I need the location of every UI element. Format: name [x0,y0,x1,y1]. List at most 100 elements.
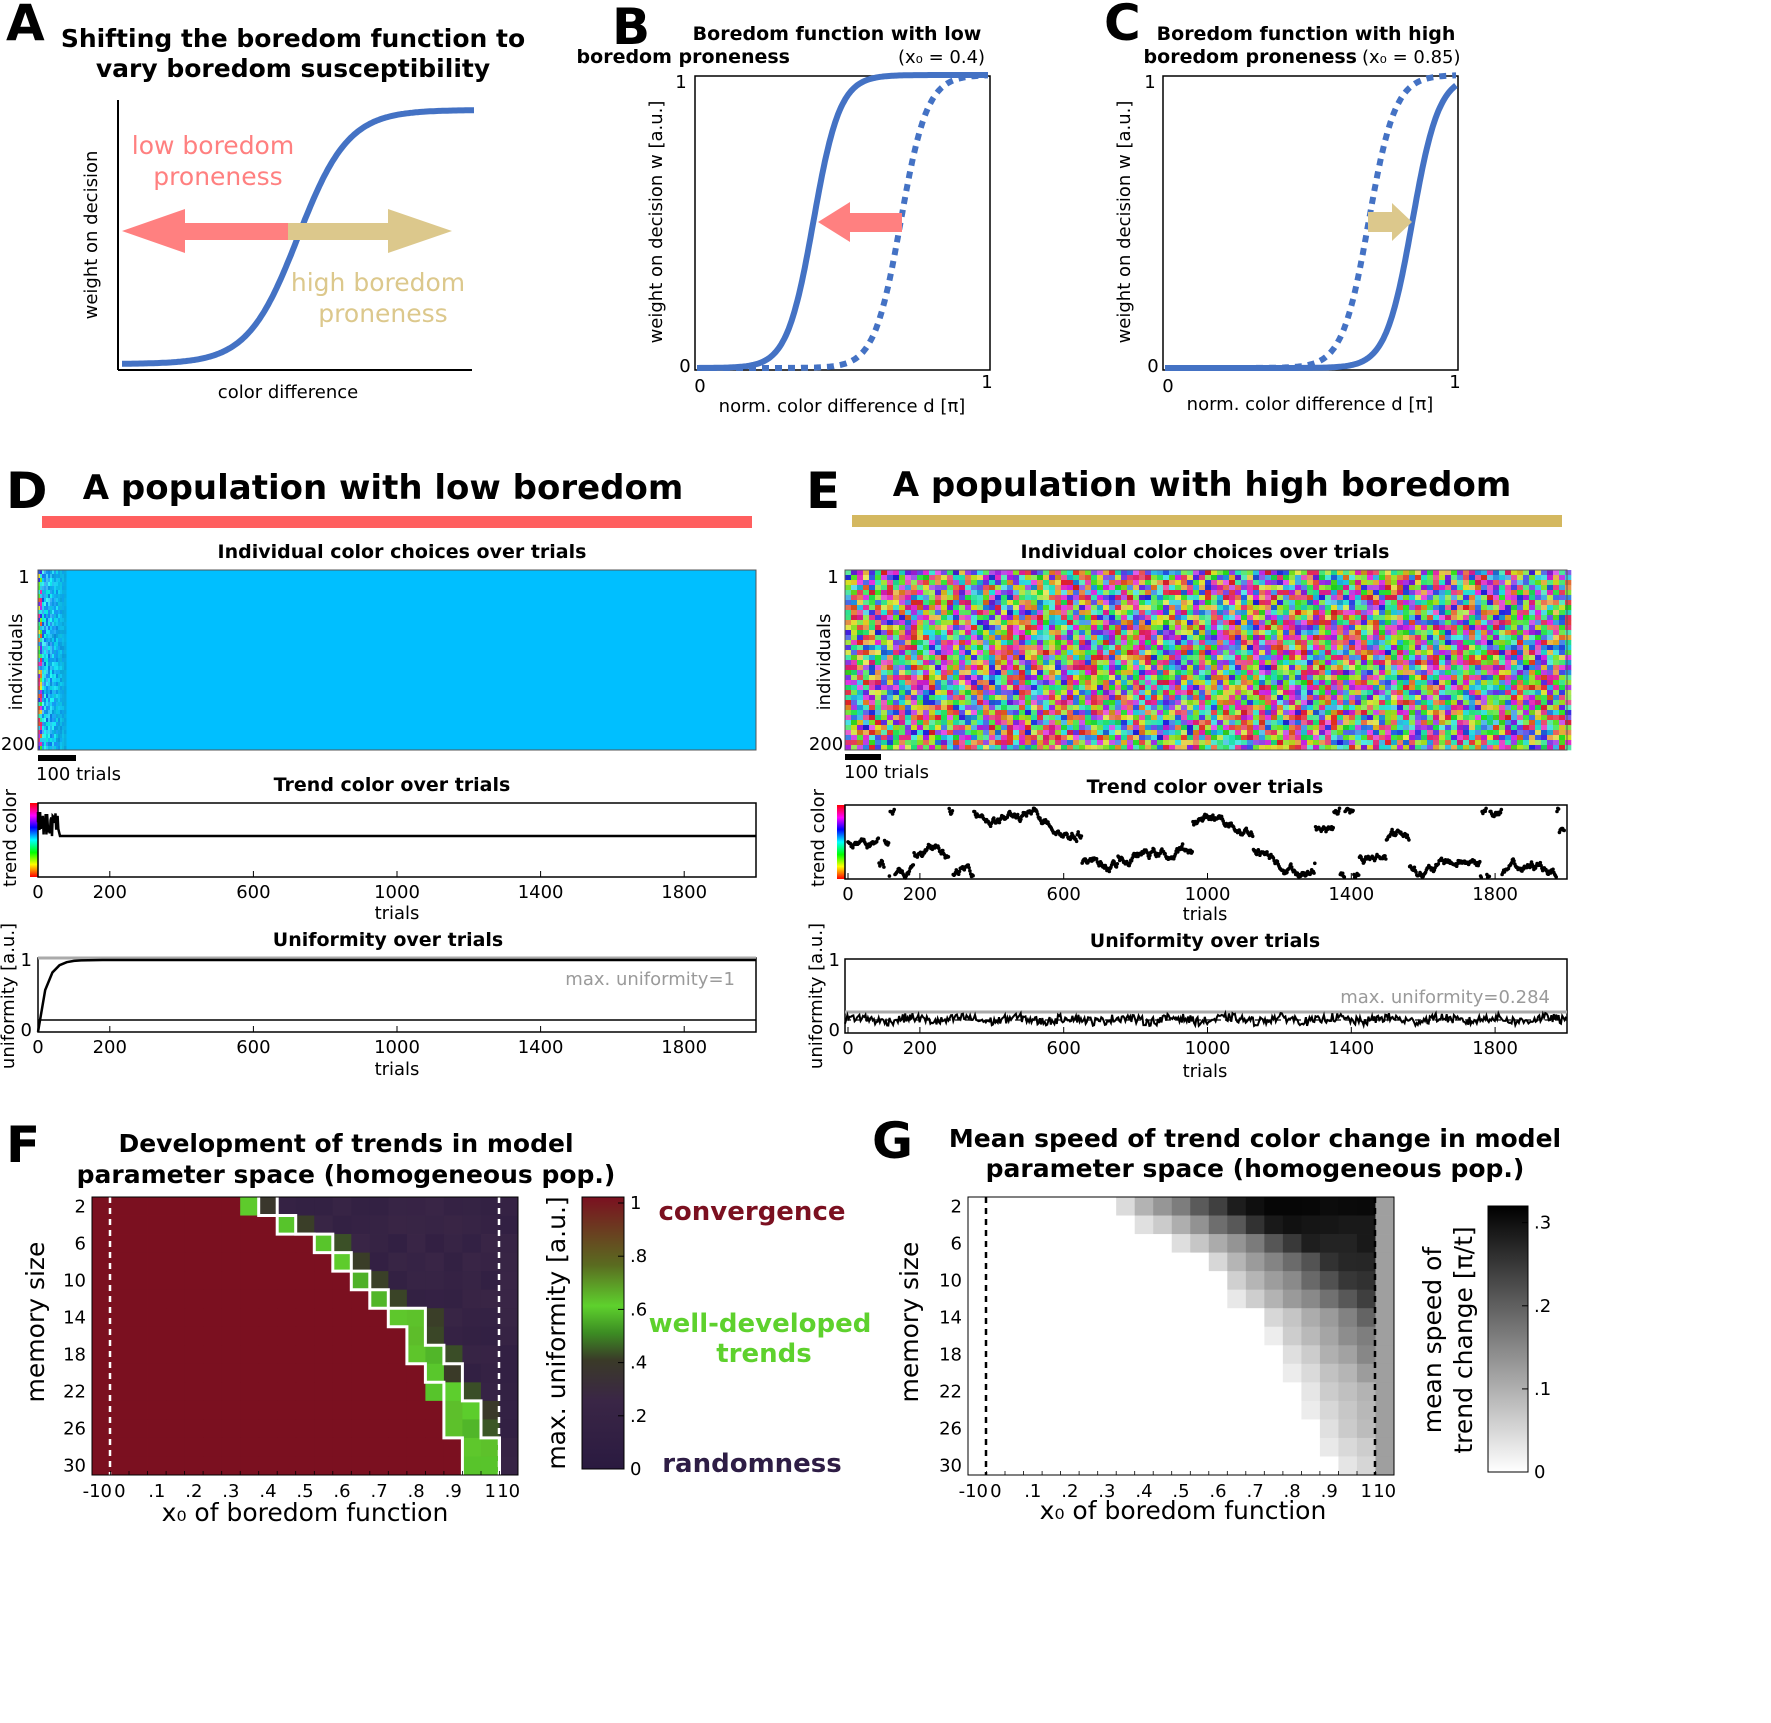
raster-e-cell [1433,580,1440,586]
raster-e-cell [1271,605,1278,611]
raster-e-cell [1157,695,1164,701]
raster-e-cell [1205,645,1212,651]
raster-d-cell [42,626,45,631]
raster-e-cell [1133,700,1140,706]
raster-e-cell [1367,620,1374,626]
raster-e-cell [1067,670,1074,676]
raster-e-cell [1097,710,1104,716]
raster-e-cell [911,620,918,626]
raster-e-cell [1061,740,1068,746]
raster-e-cell [1145,710,1152,716]
raster-e-cell [1031,585,1038,591]
raster-e-cell [1169,625,1176,631]
raster-e-cell [1079,575,1086,581]
raster-e-cell [995,675,1002,681]
raster-d-cell [38,746,41,751]
raster-e-cell [959,735,966,741]
raster-e-cell [1235,625,1242,631]
raster-e-cell [1133,605,1140,611]
raster-e-cell [1253,670,1260,676]
raster-e-cell [971,580,978,586]
raster-e-cell [1073,720,1080,726]
raster-e-cell [1445,630,1452,636]
raster-e-cell [1289,675,1296,681]
raster-d-cell [44,682,47,687]
raster-e-cell [1253,655,1260,661]
raster-e-cell [1439,590,1446,596]
raster-e-cell [1031,730,1038,736]
raster-e-cell [947,650,954,656]
raster-e-cell [1361,705,1368,711]
raster-e-cell [1205,640,1212,646]
raster-e-cell [1553,635,1560,641]
raster-e-cell [1103,595,1110,601]
raster-e-cell [1133,725,1140,731]
raster-e-cell [941,715,948,721]
raster-e-cell [1289,705,1296,711]
raster-e-cell [1331,705,1338,711]
raster-e-cell [923,575,930,581]
raster-d-cell [52,674,55,679]
raster-d-cell [62,730,65,735]
raster-e-cell [1139,575,1146,581]
raster-e-cell [1415,590,1422,596]
raster-d-cell [40,606,43,611]
raster-e-cell [1133,595,1140,601]
raster-e-cell [1307,660,1314,666]
raster-d-cell [60,678,63,683]
raster-e-cell [1379,615,1386,621]
raster-e-cell [1373,720,1380,726]
raster-e-cell [1223,595,1230,601]
raster-e-cell [1139,690,1146,696]
raster-e-cell [1151,660,1158,666]
raster-e-cell [1547,705,1554,711]
raster-e-cell [935,575,942,581]
raster-e-cell [911,625,918,631]
panel-d-max-label: max. uniformity=1 [565,969,735,990]
raster-e-cell [1565,690,1572,696]
raster-e-cell [1361,585,1368,591]
raster-e-cell [1103,665,1110,671]
raster-e-cell [989,675,996,681]
raster-e-cell [1205,625,1212,631]
raster-e-cell [1217,705,1224,711]
raster-e-cell [1283,650,1290,656]
raster-e-cell [1271,655,1278,661]
raster-e-cell [1007,680,1014,686]
raster-e-cell [917,630,924,636]
raster-e-cell [1487,660,1494,666]
raster-e-cell [1139,740,1146,746]
raster-e-cell [1025,640,1032,646]
raster-e-cell [1493,625,1500,631]
raster-e-cell [1427,720,1434,726]
raster-d-cell [62,670,65,675]
raster-e-cell [1241,710,1248,716]
raster-d-cell [38,734,41,739]
raster-e-cell [1481,605,1488,611]
raster-e-cell [1445,740,1452,746]
raster-d-cell [40,582,43,587]
raster-e-cell [1217,595,1224,601]
raster-d-cell [52,630,55,635]
raster-e-cell [1547,630,1554,636]
raster-e-cell [1253,595,1260,601]
raster-e-cell [1373,685,1380,691]
raster-e-cell [851,650,858,656]
raster-e-cell [1373,670,1380,676]
raster-d-cell [52,614,55,619]
raster-d-cell [44,734,47,739]
raster-e-cell [1523,675,1530,681]
raster-e-cell [977,605,984,611]
raster-e-cell [1355,580,1362,586]
raster-e-cell [1217,680,1224,686]
raster-d-cell [44,666,47,671]
raster-e-cell [1505,620,1512,626]
raster-e-cell [1049,630,1056,636]
raster-e-cell [1151,725,1158,731]
raster-d-cell [52,650,55,655]
raster-e-cell [1043,655,1050,661]
raster-e-cell [1127,665,1134,671]
raster-e-cell [1133,710,1140,716]
raster-e-cell [1337,720,1344,726]
raster-e-cell [1271,610,1278,616]
